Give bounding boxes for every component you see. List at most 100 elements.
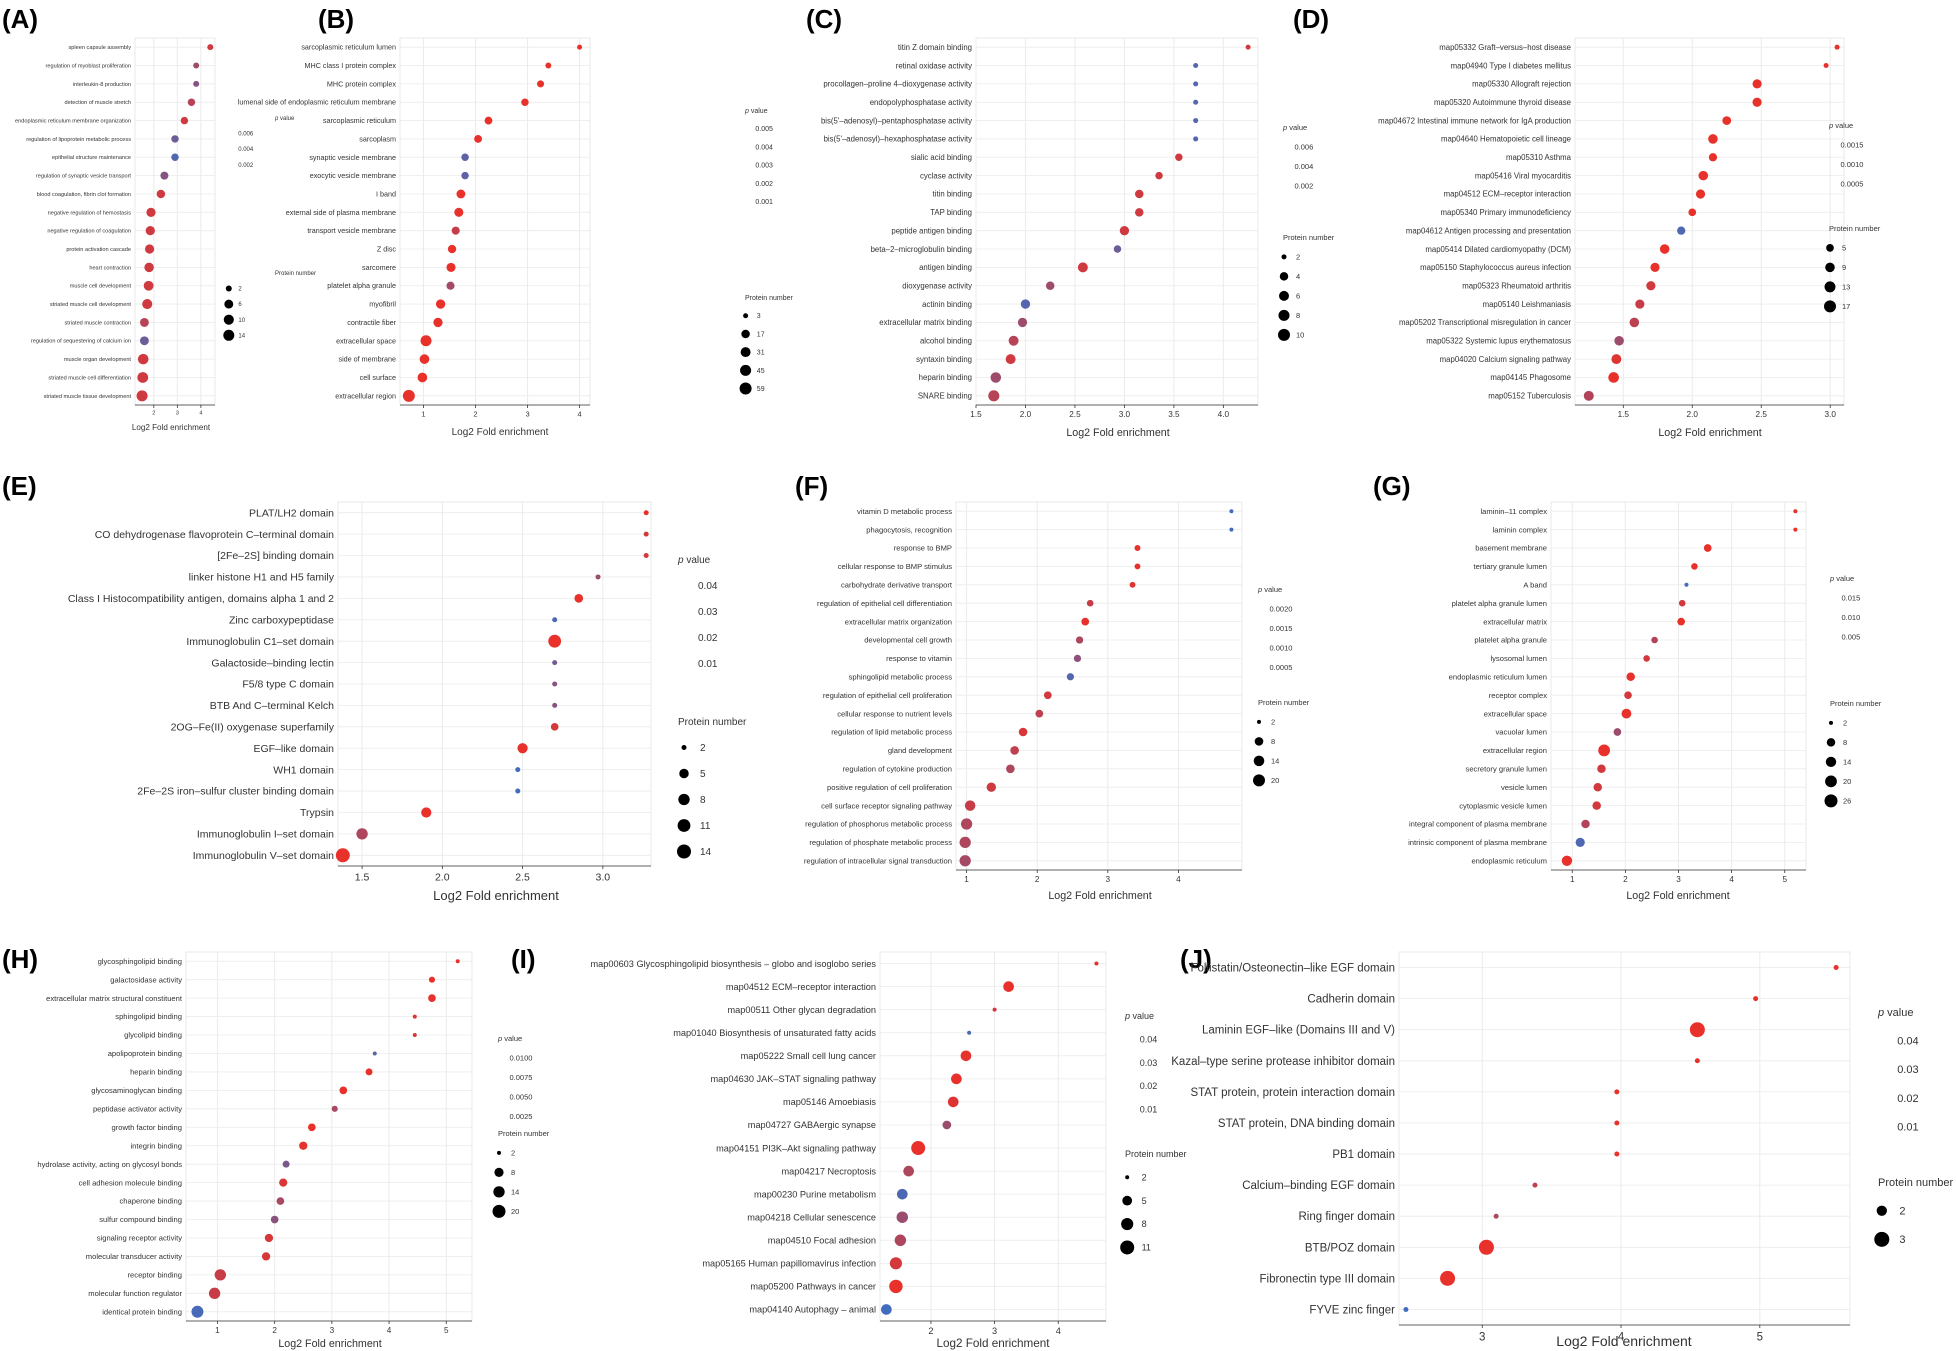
legend-pvalue-title: p value bbox=[1257, 585, 1282, 594]
legend-pvalue-value: 0.02 bbox=[698, 633, 718, 644]
data-point bbox=[1010, 746, 1019, 755]
data-point bbox=[1684, 582, 1689, 587]
data-point bbox=[1134, 545, 1141, 551]
y-tick-label: lysosomal lumen bbox=[1490, 654, 1547, 663]
data-point bbox=[144, 244, 155, 254]
data-point bbox=[552, 702, 558, 708]
y-tick-label: syntaxin binding bbox=[916, 355, 972, 364]
legend-size-dot bbox=[1279, 290, 1289, 301]
legend-pvalue-value: 0.03 bbox=[1140, 1058, 1158, 1068]
y-tick-label: Immunoglobulin C1–set domain bbox=[186, 636, 334, 648]
legend-size-dot bbox=[1278, 309, 1290, 321]
plot-area bbox=[1574, 37, 1845, 406]
data-point bbox=[577, 44, 583, 50]
y-tick-label: molecular function regulator bbox=[88, 1289, 182, 1298]
y-tick-label: receptor complex bbox=[1489, 691, 1547, 700]
data-point bbox=[643, 510, 649, 516]
panel-label: (E) bbox=[2, 471, 37, 501]
y-tick-label: Laminin EGF–like (Domains III and V) bbox=[1202, 1025, 1395, 1037]
legend-size-value: 20 bbox=[1843, 777, 1851, 786]
y-tick-label: vitamin D metabolic process bbox=[857, 507, 952, 516]
legend-pvalue: p value 0.04 0.03 0.02 0.01 bbox=[1124, 1011, 1157, 1115]
legend-size-dot bbox=[1254, 737, 1264, 746]
y-tick-label: extracellular region bbox=[335, 391, 396, 400]
legend-size: Protein number 2 8 14 20 bbox=[1253, 698, 1310, 787]
data-point bbox=[1752, 97, 1762, 107]
y-tick-label: map05202 Transcriptional misregulation i… bbox=[1399, 318, 1571, 327]
data-point bbox=[537, 80, 545, 88]
data-point bbox=[1003, 981, 1014, 992]
x-axis-label: Log2 Fold enrichment bbox=[1626, 890, 1729, 902]
data-point bbox=[214, 1269, 226, 1281]
data-point bbox=[1005, 354, 1016, 365]
legend-size: Protein number 2 5 8 11 14 bbox=[677, 717, 747, 859]
legend-size-value: 11 bbox=[1142, 1243, 1151, 1253]
legend-pvalue-title-rest: value bbox=[1262, 585, 1282, 594]
y-tick-label: striated muscle cell differentiation bbox=[48, 375, 131, 381]
y-tick-label: sphingolipid metabolic process bbox=[849, 672, 953, 681]
data-point bbox=[420, 335, 432, 347]
y-tick-label: titin binding bbox=[933, 190, 972, 199]
x-tick-label: 2.5 bbox=[1069, 410, 1081, 419]
legend-size-dot bbox=[1825, 756, 1837, 768]
legend-size-dot bbox=[1826, 244, 1834, 252]
y-tick-label: hydrolase activity, acting on glycosyl b… bbox=[37, 1160, 182, 1169]
legend-size-dot bbox=[677, 844, 691, 859]
data-point bbox=[1677, 226, 1686, 235]
legend-size-value: 45 bbox=[757, 368, 765, 375]
data-point bbox=[145, 226, 155, 236]
plot-area bbox=[185, 951, 473, 1322]
y-tick-label: gland development bbox=[888, 746, 953, 755]
data-point bbox=[1614, 1151, 1620, 1157]
legend-size-dot bbox=[741, 329, 750, 339]
x-tick-label: 3 bbox=[330, 1326, 335, 1335]
y-tick-label: map00230 Purine metabolism bbox=[754, 1189, 876, 1199]
legend-size-value: 14 bbox=[700, 847, 712, 858]
y-tick-label: heart contraction bbox=[89, 265, 131, 271]
y-tick-label: detection of muscle stretch bbox=[64, 100, 131, 106]
data-point bbox=[1793, 509, 1798, 514]
legend-pvalue-value: 0.04 bbox=[1140, 1034, 1158, 1044]
x-tick-label: 2 bbox=[473, 410, 477, 419]
legend-size-value: 11 bbox=[700, 821, 711, 832]
y-tick-label: map04512 ECM–receptor interaction bbox=[726, 982, 876, 992]
data-point bbox=[180, 116, 189, 125]
y-tick-label: spleen capsule assembly bbox=[69, 45, 132, 51]
legend-size-value: 2 bbox=[1142, 1172, 1147, 1182]
data-point bbox=[1614, 1089, 1620, 1095]
legend-pvalue-value: 0.004 bbox=[238, 147, 254, 153]
legend-size-dot bbox=[494, 1167, 504, 1177]
y-tick-label: map05320 Autoimmune thyroid disease bbox=[1434, 98, 1571, 107]
legend-size-value: 6 bbox=[238, 302, 242, 308]
data-point bbox=[137, 353, 149, 365]
data-point bbox=[1193, 63, 1199, 69]
data-point bbox=[1643, 655, 1650, 662]
data-point bbox=[1592, 801, 1601, 810]
legend-pvalue-value: 0.010 bbox=[1842, 613, 1861, 622]
legend-size-value: 2 bbox=[1296, 253, 1300, 262]
data-point bbox=[959, 836, 971, 849]
y-tick-label: basement membrane bbox=[1475, 544, 1547, 553]
legend-pvalue-title: p value bbox=[1124, 1011, 1154, 1021]
y-tick-label: map04217 Necroptosis bbox=[782, 1166, 877, 1176]
y-tick-label: alcohol binding bbox=[920, 337, 972, 346]
y-tick-label: peptide antigen binding bbox=[891, 226, 972, 235]
legend-pvalue-title-rest: value bbox=[1834, 574, 1854, 583]
y-tick-label: titin Z domain binding bbox=[898, 43, 972, 52]
plot-area bbox=[955, 501, 1243, 871]
y-tick-label: MHC class I protein complex bbox=[305, 61, 397, 70]
data-point bbox=[1678, 599, 1686, 607]
data-point bbox=[896, 1188, 908, 1200]
legend-size-value: 14 bbox=[1271, 757, 1279, 766]
legend-size-value: 20 bbox=[1271, 776, 1279, 785]
data-point bbox=[881, 1304, 892, 1315]
data-point bbox=[372, 1051, 377, 1056]
data-point bbox=[548, 634, 562, 648]
legend-size-value: 14 bbox=[238, 333, 245, 339]
data-point bbox=[412, 1014, 417, 1019]
y-tick-label: exocytic vesicle membrane bbox=[310, 171, 396, 180]
y-tick-label: extracellular space bbox=[1484, 709, 1547, 718]
y-tick-label: map04940 Type I diabetes mellitus bbox=[1451, 61, 1571, 70]
y-tick-label: regulation of intracellular signal trans… bbox=[804, 856, 952, 865]
legend-size: Protein number 2 5 8 11 bbox=[1120, 1149, 1187, 1255]
